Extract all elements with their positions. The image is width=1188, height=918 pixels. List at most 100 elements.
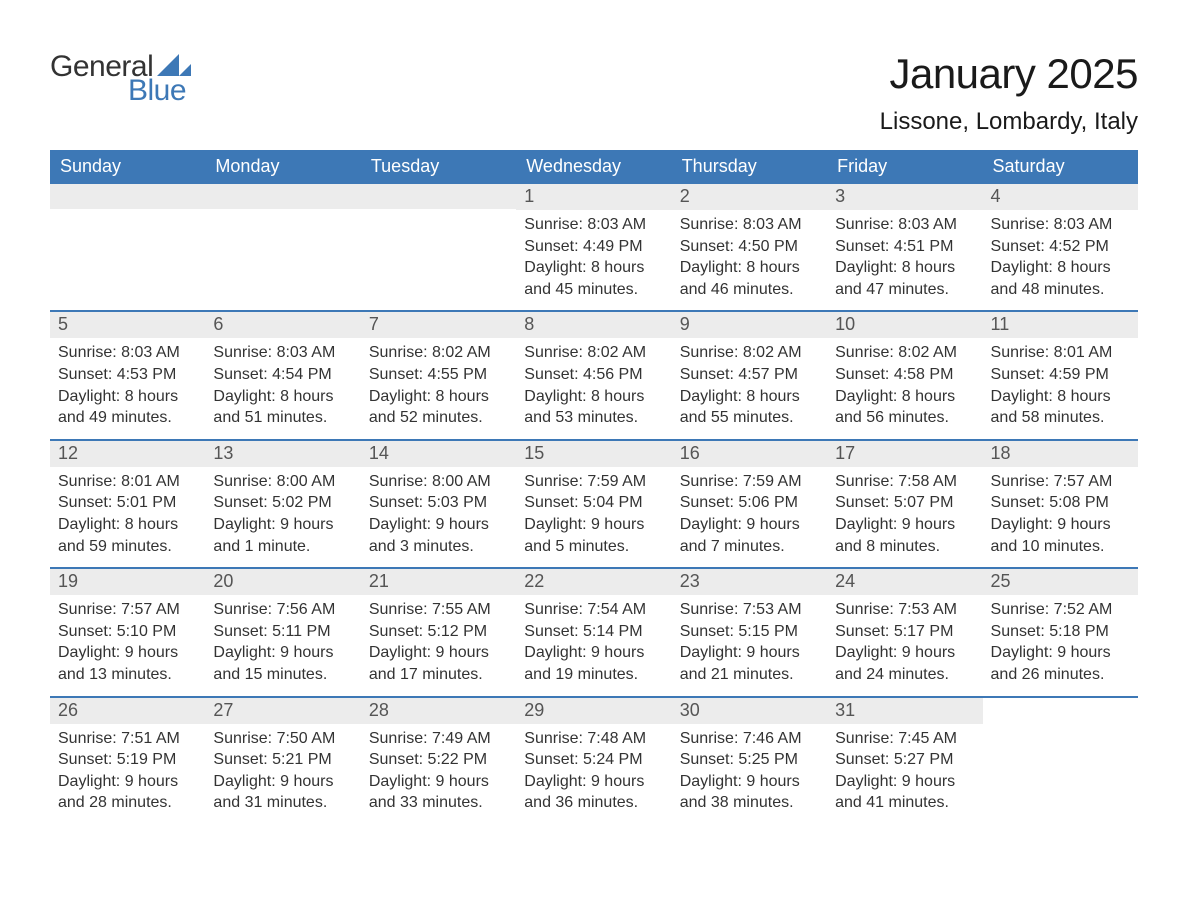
day-number: 22 [516,569,671,595]
day-body [205,209,360,223]
week-row: 12Sunrise: 8:01 AMSunset: 5:01 PMDayligh… [50,439,1138,567]
day-body: Sunrise: 8:02 AMSunset: 4:57 PMDaylight:… [672,338,827,438]
day-cell [361,184,516,310]
day-number: 1 [516,184,671,210]
daylight-text: Daylight: 9 hours [524,642,663,664]
sunset-text: Sunset: 4:56 PM [524,364,663,386]
day-body: Sunrise: 8:03 AMSunset: 4:52 PMDaylight:… [983,210,1138,310]
daylight-text: Daylight: 8 hours [58,514,197,536]
day-number: 27 [205,698,360,724]
day-number: 29 [516,698,671,724]
day-cell: 11Sunrise: 8:01 AMSunset: 4:59 PMDayligh… [983,312,1138,438]
day-body: Sunrise: 7:45 AMSunset: 5:27 PMDaylight:… [827,724,982,824]
day-body: Sunrise: 8:03 AMSunset: 4:53 PMDaylight:… [50,338,205,438]
day-header: Saturday [983,150,1138,184]
daylight-text: and 26 minutes. [991,664,1130,686]
daylight-text: Daylight: 8 hours [213,386,352,408]
day-cell: 4Sunrise: 8:03 AMSunset: 4:52 PMDaylight… [983,184,1138,310]
logo-text-blue: Blue [128,74,191,108]
sunrise-text: Sunrise: 7:57 AM [991,471,1130,493]
day-number: 11 [983,312,1138,338]
day-body: Sunrise: 8:03 AMSunset: 4:49 PMDaylight:… [516,210,671,310]
sunrise-text: Sunrise: 7:55 AM [369,599,508,621]
daylight-text: Daylight: 9 hours [835,771,974,793]
day-cell: 21Sunrise: 7:55 AMSunset: 5:12 PMDayligh… [361,569,516,695]
daylight-text: Daylight: 9 hours [213,642,352,664]
sunrise-text: Sunrise: 7:58 AM [835,471,974,493]
sunrise-text: Sunrise: 7:50 AM [213,728,352,750]
day-cell: 12Sunrise: 8:01 AMSunset: 5:01 PMDayligh… [50,441,205,567]
day-number: 10 [827,312,982,338]
day-body: Sunrise: 7:59 AMSunset: 5:04 PMDaylight:… [516,467,671,567]
sunset-text: Sunset: 5:01 PM [58,492,197,514]
week-row: 1Sunrise: 8:03 AMSunset: 4:49 PMDaylight… [50,184,1138,310]
day-number: 12 [50,441,205,467]
day-body: Sunrise: 8:03 AMSunset: 4:50 PMDaylight:… [672,210,827,310]
sunset-text: Sunset: 4:51 PM [835,236,974,258]
day-body [50,209,205,223]
day-number: 21 [361,569,516,595]
day-number: 24 [827,569,982,595]
daylight-text: and 47 minutes. [835,279,974,301]
day-cell: 5Sunrise: 8:03 AMSunset: 4:53 PMDaylight… [50,312,205,438]
day-number: 3 [827,184,982,210]
sunset-text: Sunset: 5:15 PM [680,621,819,643]
sunset-text: Sunset: 5:27 PM [835,749,974,771]
day-cell: 8Sunrise: 8:02 AMSunset: 4:56 PMDaylight… [516,312,671,438]
day-cell: 15Sunrise: 7:59 AMSunset: 5:04 PMDayligh… [516,441,671,567]
day-number: 18 [983,441,1138,467]
sunset-text: Sunset: 5:22 PM [369,749,508,771]
day-body: Sunrise: 7:50 AMSunset: 5:21 PMDaylight:… [205,724,360,824]
sunset-text: Sunset: 5:18 PM [991,621,1130,643]
day-body: Sunrise: 8:03 AMSunset: 4:51 PMDaylight:… [827,210,982,310]
day-number: 8 [516,312,671,338]
sunset-text: Sunset: 5:07 PM [835,492,974,514]
sunset-text: Sunset: 5:14 PM [524,621,663,643]
day-body: Sunrise: 7:59 AMSunset: 5:06 PMDaylight:… [672,467,827,567]
day-cell: 22Sunrise: 7:54 AMSunset: 5:14 PMDayligh… [516,569,671,695]
daylight-text: and 46 minutes. [680,279,819,301]
daylight-text: Daylight: 9 hours [369,642,508,664]
day-cell: 13Sunrise: 8:00 AMSunset: 5:02 PMDayligh… [205,441,360,567]
daylight-text: Daylight: 9 hours [680,642,819,664]
daylight-text: and 17 minutes. [369,664,508,686]
daylight-text: Daylight: 8 hours [835,386,974,408]
daylight-text: and 1 minute. [213,536,352,558]
day-number: 6 [205,312,360,338]
day-number: 30 [672,698,827,724]
day-body: Sunrise: 7:53 AMSunset: 5:17 PMDaylight:… [827,595,982,695]
daylight-text: and 33 minutes. [369,792,508,814]
daylight-text: and 5 minutes. [524,536,663,558]
day-cell: 2Sunrise: 8:03 AMSunset: 4:50 PMDaylight… [672,184,827,310]
sunrise-text: Sunrise: 7:53 AM [680,599,819,621]
day-header: Thursday [672,150,827,184]
daylight-text: Daylight: 9 hours [524,514,663,536]
sunset-text: Sunset: 5:04 PM [524,492,663,514]
day-number: 15 [516,441,671,467]
day-cell: 25Sunrise: 7:52 AMSunset: 5:18 PMDayligh… [983,569,1138,695]
daylight-text: and 48 minutes. [991,279,1130,301]
week-row: 19Sunrise: 7:57 AMSunset: 5:10 PMDayligh… [50,567,1138,695]
sunrise-text: Sunrise: 8:03 AM [991,214,1130,236]
sunrise-text: Sunrise: 8:03 AM [58,342,197,364]
daylight-text: Daylight: 8 hours [991,257,1130,279]
daylight-text: Daylight: 9 hours [991,642,1130,664]
calendar: SundayMondayTuesdayWednesdayThursdayFrid… [50,150,1138,824]
daylight-text: and 45 minutes. [524,279,663,301]
sunset-text: Sunset: 4:49 PM [524,236,663,258]
daylight-text: and 49 minutes. [58,407,197,429]
day-body: Sunrise: 8:01 AMSunset: 4:59 PMDaylight:… [983,338,1138,438]
sunrise-text: Sunrise: 7:53 AM [835,599,974,621]
sunset-text: Sunset: 5:08 PM [991,492,1130,514]
day-body: Sunrise: 7:49 AMSunset: 5:22 PMDaylight:… [361,724,516,824]
sunset-text: Sunset: 5:17 PM [835,621,974,643]
day-cell [205,184,360,310]
daylight-text: and 58 minutes. [991,407,1130,429]
day-cell: 31Sunrise: 7:45 AMSunset: 5:27 PMDayligh… [827,698,982,824]
day-number: 17 [827,441,982,467]
daylight-text: Daylight: 9 hours [213,514,352,536]
day-body: Sunrise: 7:57 AMSunset: 5:08 PMDaylight:… [983,467,1138,567]
daylight-text: and 15 minutes. [213,664,352,686]
day-cell: 17Sunrise: 7:58 AMSunset: 5:07 PMDayligh… [827,441,982,567]
sunrise-text: Sunrise: 7:51 AM [58,728,197,750]
